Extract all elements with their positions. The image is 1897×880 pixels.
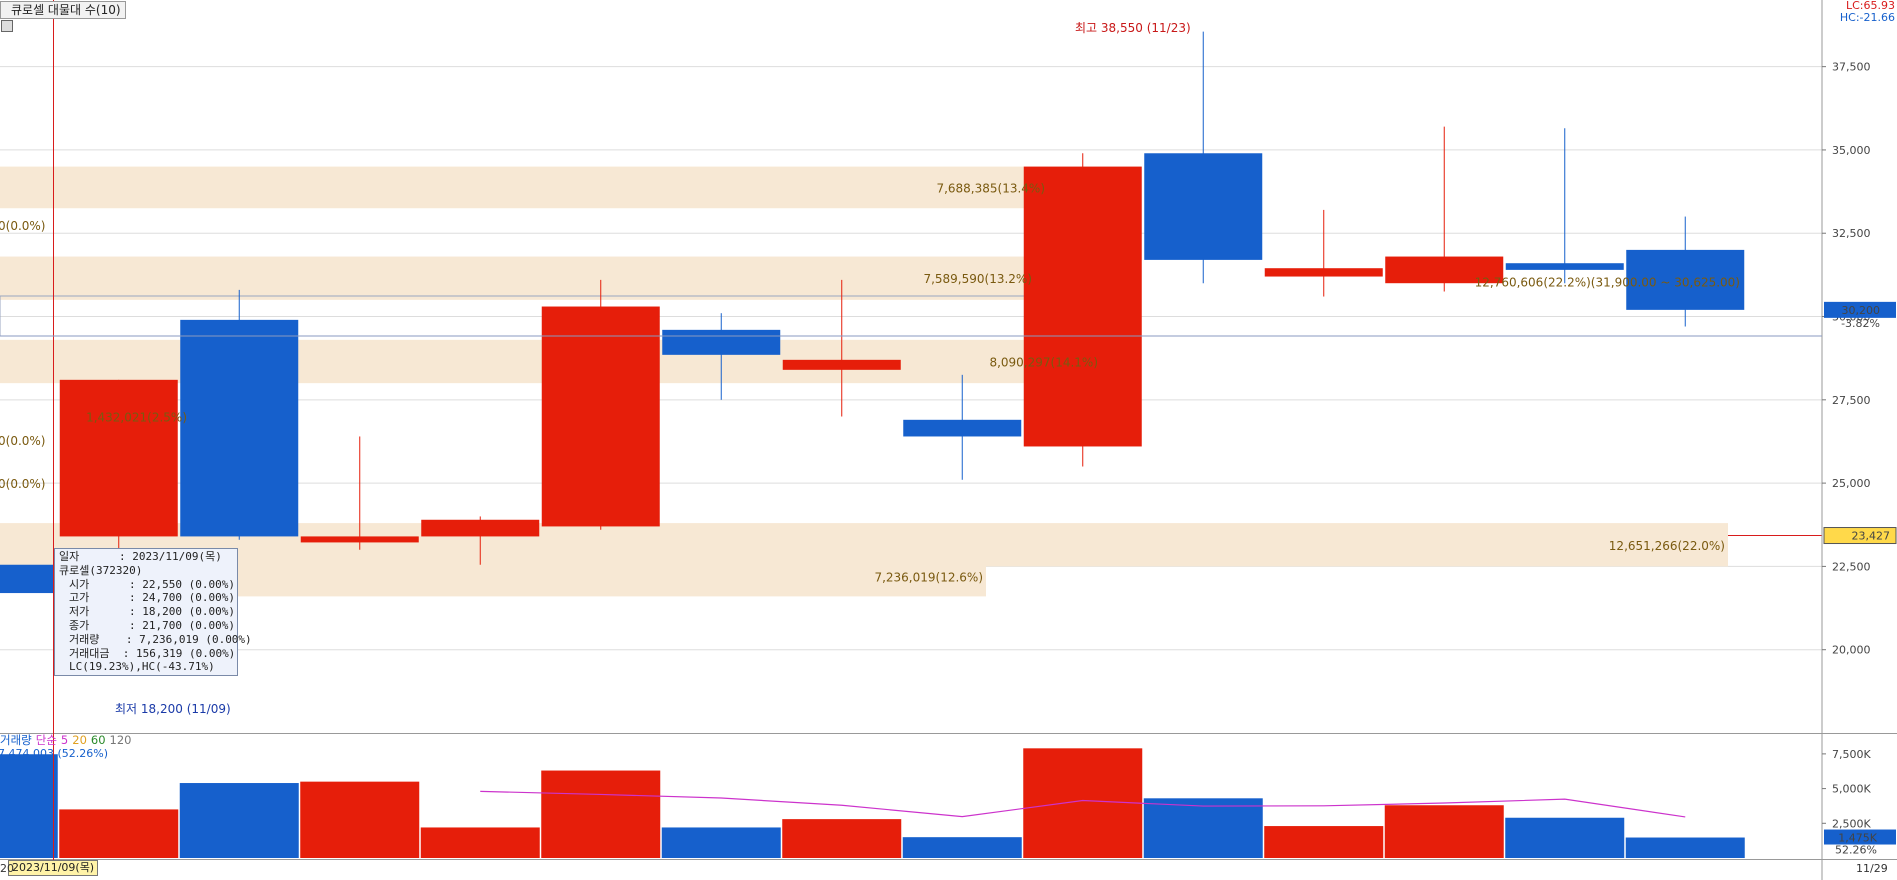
volume-profile-label: 7,236,019(12.6%): [874, 570, 983, 584]
candle-body: [541, 306, 660, 527]
price-tick-label: 37,500: [1832, 61, 1871, 74]
volume-legend-title[interactable]: 거래량: [0, 733, 32, 747]
candle-body: [662, 329, 781, 355]
tooltip-close: 종가 : 21,700 (0.00%): [69, 618, 235, 632]
volume-bar: [1384, 805, 1504, 858]
last-volume-tag: [1824, 829, 1896, 845]
legend-ma20[interactable]: 20: [72, 733, 87, 747]
side-profile-label: 0(0.0%): [0, 434, 45, 448]
candle-body: [903, 419, 1022, 437]
tooltip-high: 고가 : 24,700 (0.00%): [69, 591, 235, 605]
price-tick-label: 27,500: [1832, 394, 1871, 407]
tooltip-lchc: LC(19.23%),HC(-43.71%): [69, 660, 215, 674]
last-date-label: 11/29: [1856, 862, 1888, 875]
last-volume-label: 1,475K: [1838, 832, 1877, 845]
candle-body: [1385, 256, 1504, 284]
volume-bar: [661, 827, 781, 858]
candle-body: [1626, 249, 1745, 310]
volume-ma5-line: [480, 790, 1686, 818]
ohlc-tooltip: 일자 : 2023/11/09(목) 큐로셀(372320) 시가 : 22,5…: [54, 548, 252, 676]
candle-body: [300, 536, 419, 543]
volume-tick-label: 2,500K: [1832, 817, 1871, 830]
volume-profile-label: 12,760,606(22.2%)(31,900.00 ~ 30,625.00): [1475, 276, 1740, 290]
candle-body: [59, 379, 178, 537]
legend-ma5[interactable]: 5: [60, 733, 69, 747]
volume-profile-label: 8,090,297(14.1%): [989, 356, 1098, 370]
price-tick-label: 25,000: [1832, 477, 1871, 490]
volume-bar: [1143, 798, 1263, 858]
volume-profile-bands: [0, 166, 1728, 597]
grid-icon[interactable]: [1, 20, 13, 32]
candle-body: [0, 564, 58, 594]
volume-top-label: 7,474,003 (52.26%): [0, 747, 108, 760]
price-tick-label: 20,000: [1832, 644, 1871, 657]
legend-simple[interactable]: 단순: [35, 733, 57, 747]
candle-body: [421, 519, 540, 537]
volume-bar: [0, 754, 58, 858]
candle-body: [180, 319, 299, 537]
left-date-stub: 20: [0, 862, 14, 875]
legend-ma60[interactable]: 60: [90, 733, 106, 747]
tooltip-amount: 거래대금 : 156,319 (0.00%): [69, 646, 236, 660]
volume-bar: [1264, 826, 1384, 858]
last-price-label: 30,200: [1842, 304, 1881, 317]
volume-bar: [782, 819, 902, 858]
overlay: 7,688,385(13.4%) 7,589,590(13.2%) 8,090,29…: [0, 0, 1897, 860]
tooltip-date: 일자 : 2023/11/09(목): [59, 550, 222, 563]
chart-title[interactable]: 큐로셀 대물대 수(10): [0, 1, 126, 19]
lc-hc-readout: LC:65.93 HC:-21.66: [1840, 0, 1895, 24]
volume-profile-label: 1,432,021(2.5%): [86, 410, 187, 424]
side-profile-label: 0(0.0%): [0, 219, 45, 233]
price-tick-label: 35,000: [1832, 144, 1871, 157]
volume-tick-label: 7,500K: [1832, 748, 1871, 761]
volume-legend[interactable]: 거래량 단순 5 20 60 120: [0, 733, 135, 747]
candle-body: [1023, 166, 1142, 447]
crosshair-date-label: 2023/11/09(목): [8, 860, 99, 876]
volume-profile-label: 12,651,266(22.0%): [1609, 539, 1725, 553]
volume-profile-label: 7,688,385(13.4%): [936, 181, 1045, 195]
volume-profile-band: [0, 256, 1034, 300]
legend-ma120[interactable]: 120: [109, 733, 132, 747]
tooltip-name: 큐로셀(372320): [59, 563, 143, 577]
volume-bar: [179, 783, 299, 858]
tooltip-low: 저가 : 18,200 (0.00%): [69, 605, 235, 619]
low-annotation: 최저 18,200 (11/09): [115, 702, 231, 716]
volume-tick-label: 5,000K: [1832, 783, 1871, 796]
high-annotation: 최고 38,550 (11/23): [1075, 21, 1191, 35]
volume-bar: [1505, 817, 1625, 858]
volume-series: [0, 748, 1745, 858]
volume-bar: [541, 770, 661, 858]
lc-label: LC:65.93: [1845, 0, 1895, 12]
volume-bar: [1625, 837, 1745, 858]
volume-bar: [300, 781, 420, 858]
volume-bar: [420, 827, 540, 858]
reference-tag: [1823, 527, 1897, 545]
candle-body: [1144, 153, 1263, 260]
candle-body: [782, 359, 901, 370]
candle-body: [1264, 268, 1383, 277]
volume-bar: [902, 837, 1022, 858]
volume-profile-band: [233, 556, 986, 597]
tooltip-volume: 거래량 : 7,236,019 (0.00%): [69, 632, 252, 646]
volume-bar: [59, 809, 179, 858]
last-change-label: -3.82%: [1841, 317, 1880, 330]
side-profile-label: 0(0.0%): [0, 477, 45, 491]
volume-profile-band: [0, 166, 1048, 209]
volume-bar: [1023, 748, 1143, 858]
reference-tag-label: 23,427: [1852, 530, 1891, 543]
last-price-tag: [1824, 301, 1896, 318]
price-tick-label: 22,500: [1832, 560, 1871, 573]
candlestick-series: [0, 31, 1745, 594]
last-volume-pct: 52.26%: [1835, 844, 1877, 857]
hc-label: HC:-21.66: [1839, 11, 1895, 24]
price-tick-label: 32,500: [1832, 227, 1871, 240]
candle-body: [1505, 263, 1624, 270]
volume-profile-label: 7,589,590(13.2%): [923, 272, 1032, 286]
tooltip-open: 시가 : 22,550 (0.00%): [69, 577, 235, 591]
